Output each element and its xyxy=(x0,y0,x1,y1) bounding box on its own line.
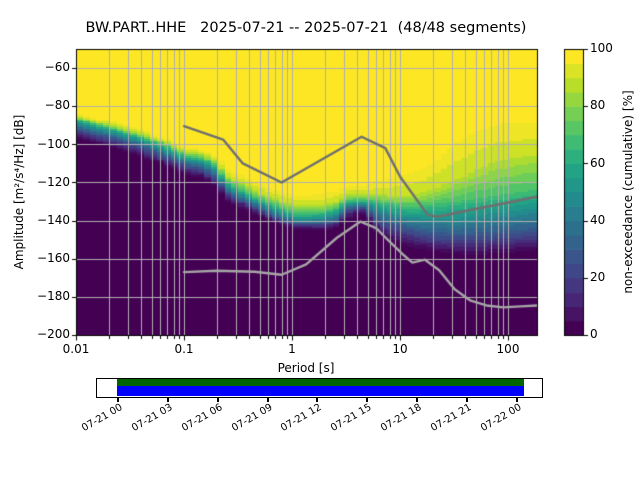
y-tick-label: −100 xyxy=(37,137,70,151)
timeline-tick xyxy=(217,398,219,402)
timeline-coverage-bottom xyxy=(117,386,524,396)
y-tick-label: −80 xyxy=(44,98,70,112)
y-tick-label: −120 xyxy=(37,175,70,189)
timeline-tick xyxy=(466,398,468,402)
x-tick-label: 100 xyxy=(496,342,520,356)
x-tick-label: 0.1 xyxy=(174,342,194,356)
timeline-tick xyxy=(416,398,418,402)
timeline-tick xyxy=(366,398,368,402)
timeline-bar xyxy=(96,378,543,398)
colorbar-tick-label: 80 xyxy=(590,98,606,112)
x-tick-label: 0.01 xyxy=(62,342,90,356)
timeline-tick xyxy=(117,398,119,402)
colorbar-tick-label: 60 xyxy=(590,156,606,170)
x-tick-label: 10 xyxy=(392,342,408,356)
y-tick-label: −200 xyxy=(37,327,70,341)
y-tick-label: −160 xyxy=(37,251,70,265)
y-tick-label: −60 xyxy=(44,60,70,74)
y-axis-title: Amplitude [m²/s⁴/Hz] [dB] xyxy=(12,114,26,270)
colorbar-tick-label: 20 xyxy=(590,270,606,284)
timeline-tick xyxy=(516,398,518,402)
y-tick-label: −180 xyxy=(37,289,70,303)
y-tick-label: −140 xyxy=(37,213,70,227)
timeline-coverage-top xyxy=(117,379,524,386)
colorbar-canvas xyxy=(556,40,600,352)
colorbar-tick-label: 40 xyxy=(590,213,606,227)
timeline-tick xyxy=(167,398,169,402)
colorbar-tick-label: 0 xyxy=(590,327,598,341)
x-axis-title: Period [s] xyxy=(277,361,335,375)
ppsd-heatmap-canvas xyxy=(62,40,550,352)
colorbar-tick-label: 100 xyxy=(590,41,613,55)
chart-title: BW.PART..HHE 2025-07-21 -- 2025-07-21 (4… xyxy=(85,20,527,36)
timeline-tick xyxy=(316,398,318,402)
colorbar-title: non-exceedance (cumulative) [%] xyxy=(621,90,635,294)
x-tick-label: 1 xyxy=(288,342,296,356)
timeline-tick xyxy=(267,398,269,402)
